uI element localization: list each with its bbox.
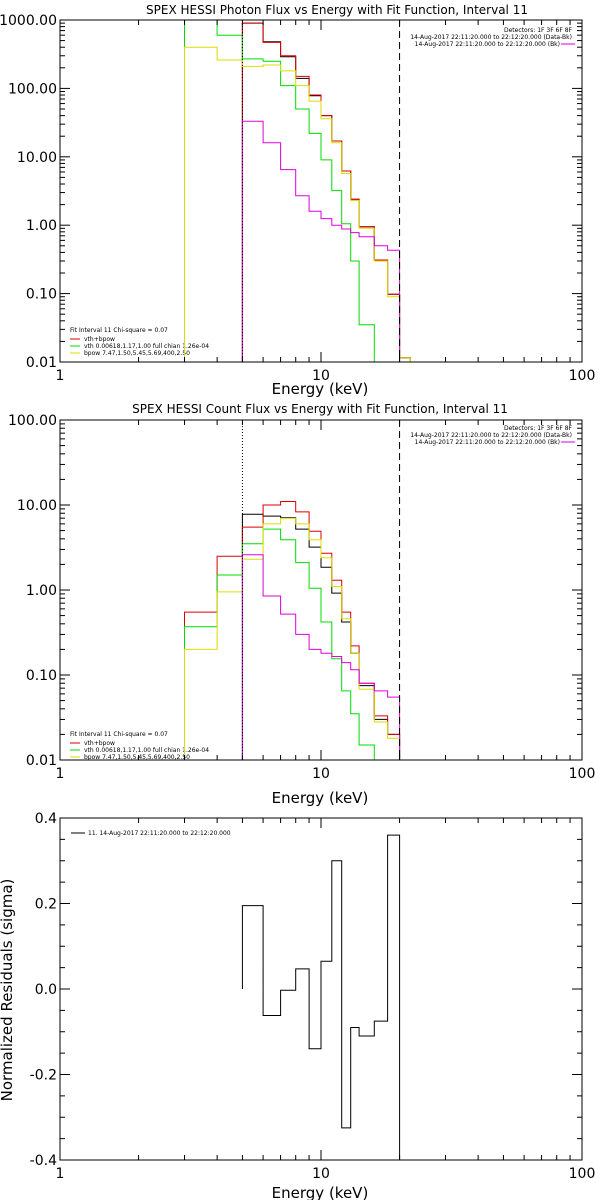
- legend-entry: bpow 7.47,1.50,5.45,5.69,400,2.50: [84, 350, 190, 357]
- x-tick-label: 10: [312, 766, 330, 782]
- info-lines: Detectors: 1F 3F 6F 8F 14-Aug-2017 22:11…: [410, 27, 575, 48]
- y-tick-label: 1000.00: [0, 13, 57, 29]
- fit-caption: Fit Interval 11 Chi-square = 0.07: [70, 731, 168, 738]
- y-tick-label: 0.2: [35, 897, 57, 913]
- legend-entry: 11. 14-Aug-2017 22:11:20.000 to 22:12:20…: [88, 830, 231, 837]
- series-group: [241, 834, 401, 1160]
- legend-entry: vth+bpow: [84, 740, 115, 747]
- x-axis-label: Energy (keV): [272, 789, 369, 807]
- residuals-panel: 11. 14-Aug-2017 22:11:20.000 to 22:12:20…: [0, 811, 595, 1200]
- y-tick-label: 0.0: [35, 982, 57, 998]
- y-tick-label: 100.00: [8, 81, 57, 97]
- series-line: [241, 120, 401, 362]
- chart-title: SPEX HESSI Count Flux vs Energy with Fit…: [132, 402, 508, 416]
- legend-entry: vth+bpow: [84, 336, 115, 343]
- series-line: [184, 46, 425, 363]
- plot-frame: [59, 19, 583, 363]
- y-axis-label: Normalized Residuals (sigma): [0, 879, 16, 1102]
- series-line: [184, 517, 401, 760]
- fit-legend: Fit Interval 11 Chi-square = 0.07 vth+bp…: [70, 327, 209, 357]
- count-flux-panel: SPEX HESSI Count Flux vs Energy with Fit…: [8, 402, 595, 807]
- series-line: [241, 554, 401, 760]
- y-tick-label: 1.00: [26, 218, 57, 234]
- info-line: 14-Aug-2017 22:11:20.000 to 22:12:20.000…: [410, 432, 572, 439]
- info-line: Detectors: 1F 3F 6F 8F: [504, 27, 573, 34]
- legend-entry: bpow 7.47,1.50,5.45,5.69,400,2.50: [84, 754, 190, 761]
- y-tick-label: 10.00: [17, 498, 57, 514]
- y-tick-label: 1.00: [26, 583, 57, 599]
- y-tick-label: -0.4: [30, 1153, 57, 1169]
- x-axis-label: Energy (keV): [272, 380, 369, 398]
- photon-flux-panel: SPEX HESSI Photon Flux vs Energy with Fi…: [0, 3, 595, 398]
- series-group: [184, 501, 401, 760]
- x-tick-label: 10: [312, 368, 330, 384]
- x-tick-label: 100: [569, 1166, 596, 1182]
- y-tick-label: 0.4: [35, 811, 57, 827]
- x-tick-label: 10: [312, 1166, 330, 1182]
- x-tick-label: 1: [56, 1166, 65, 1182]
- y-tick-label: 10.00: [17, 150, 57, 166]
- legend-entry: vth 0.00618,1.17,1.00 full chian 1.26e-0…: [84, 747, 209, 754]
- y-tick-label: 100.00: [8, 413, 57, 429]
- y-tick-label: 0.10: [26, 287, 57, 303]
- x-tick-label: 100: [569, 766, 596, 782]
- x-tick-label: 100: [569, 368, 596, 384]
- fit-caption: Fit Interval 11 Chi-square = 0.07: [70, 327, 168, 334]
- series-group: [184, 19, 425, 363]
- x-axis-label: Energy (keV): [272, 1184, 369, 1200]
- series-line: [241, 22, 411, 362]
- info-line: 14-Aug-2017 22:11:20.000 to 22:12:20.000…: [410, 34, 572, 41]
- y-tick-label: 0.01: [26, 753, 57, 769]
- info-lines: Detectors: 1F 3F 6F 8F 14-Aug-2017 22:11…: [410, 425, 575, 446]
- series-line: [241, 22, 411, 362]
- y-tick-label: 0.01: [26, 355, 57, 371]
- series-line: [184, 19, 388, 363]
- series-line: [241, 834, 401, 1160]
- info-line: Detectors: 1F 3F 6F 8F: [504, 425, 573, 432]
- x-tick-label: 1: [56, 368, 65, 384]
- y-tick-label: 0.10: [26, 668, 57, 684]
- chart-title: SPEX HESSI Photon Flux vs Energy with Fi…: [146, 3, 528, 17]
- legend: 11. 14-Aug-2017 22:11:20.000 to 22:12:20…: [71, 830, 231, 837]
- x-tick-label: 1: [56, 766, 65, 782]
- legend-entry: vth 0.00618,1.17,1.00 full chian 1.26e-0…: [84, 343, 209, 350]
- info-line: 14-Aug-2017 22:11:20.000 to 22:12:20.000…: [415, 41, 560, 48]
- y-tick-label: -0.2: [30, 1068, 57, 1084]
- info-line: 14-Aug-2017 22:11:20.000 to 22:12:20.000…: [415, 439, 560, 446]
- series-line: [184, 528, 375, 760]
- fit-legend: Fit Interval 11 Chi-square = 0.07 vth+bp…: [70, 731, 209, 761]
